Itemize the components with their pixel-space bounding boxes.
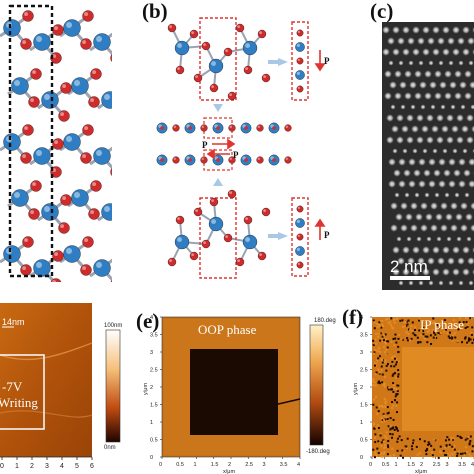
oop-x-tick: 0 xyxy=(159,462,162,468)
scale-bar-label: 2 nm xyxy=(390,257,428,276)
panel-label-b: (b) xyxy=(142,0,168,23)
panel-label-c: (c) xyxy=(370,0,394,23)
oop-y-tick: 3.5 xyxy=(150,333,158,339)
ip-y-tick: 1.5 xyxy=(360,403,368,409)
ip-y-tick: 1 xyxy=(360,420,363,426)
oop-x-tick: 1 xyxy=(194,462,197,468)
polarization-label-4: P xyxy=(233,150,239,160)
afm-x-tick: 2 xyxy=(30,463,34,470)
oop-title: OOP phase xyxy=(198,322,257,337)
ip-x-tick: 0 xyxy=(369,462,372,468)
afm-x-tick: 6 xyxy=(90,463,94,470)
oop-x-tick: 3.5 xyxy=(280,462,288,468)
oop-y-tick: 2.5 xyxy=(150,368,158,374)
polarization-label-2: P xyxy=(324,230,330,240)
thickness-annotation: 14nm xyxy=(2,317,25,327)
panel-d: 14nm -7V Writing 100nm 0nm 0 1 2 3 4 5 6 xyxy=(0,295,134,474)
afm-colorbar-max: 100nm xyxy=(104,323,122,329)
afm-x-tick: 1 xyxy=(15,463,19,470)
oop-y-tick: 3 xyxy=(150,350,153,356)
oop-x-tick: 1.5 xyxy=(211,462,219,468)
ip-y-tick: 3 xyxy=(360,350,363,356)
ip-y-tick: 2 xyxy=(360,385,363,391)
panel-a xyxy=(0,0,112,282)
oop-y-tick: 1 xyxy=(150,420,153,426)
panel-b-schematic: P P P P xyxy=(156,17,330,279)
phase-colorbar-min: -180.deg xyxy=(306,449,330,455)
writing-annotation: -7V Writing xyxy=(0,379,38,410)
stem-image: 2 nm xyxy=(381,22,474,290)
oop-x-tick: 0.5 xyxy=(176,462,184,468)
ip-x-tick: 4 xyxy=(471,462,474,468)
ip-x-tick: 2.5 xyxy=(433,462,441,468)
ip-y-tick: 3.5 xyxy=(360,333,368,339)
afm-colorbar-min: 0nm xyxy=(104,445,116,451)
scale-bar xyxy=(390,276,430,280)
polarization-label-1: P xyxy=(324,56,330,66)
polarization-label-3: P xyxy=(202,140,208,150)
oop-y-tick: 0 xyxy=(150,455,153,461)
ip-x-tick: 1.5 xyxy=(407,462,415,468)
oop-ylabel: y/μm xyxy=(143,383,149,395)
ip-y-tick: 2.5 xyxy=(360,368,368,374)
oop-x-tick: 3 xyxy=(263,462,266,468)
ip-xlabel: x/μm xyxy=(415,469,427,474)
ip-x-tick: 3 xyxy=(446,462,449,468)
afm-x-tick: 4 xyxy=(60,463,64,470)
ip-y-tick: 0 xyxy=(360,455,363,461)
panel-a-structure xyxy=(0,4,112,282)
oop-y-tick: 1.5 xyxy=(150,403,158,409)
panel-e: (e) OOP phase 0 0.5 1 1.5 2 2.5 3 3.5 4 0 0.5 1 1.5 2… xyxy=(134,295,338,474)
afm-colorbar xyxy=(105,329,121,443)
oop-xlabel: x/μm xyxy=(223,469,235,474)
panel-label-e: (e) xyxy=(136,309,160,333)
afm-topography: 14nm -7V Writing 100nm 0nm 0 1 2 3 4 5 6 xyxy=(0,303,122,470)
oop-x-tick: 2 xyxy=(228,462,231,468)
ip-y-tick: 4 xyxy=(360,315,363,321)
unit-cell-outline xyxy=(8,4,54,278)
afm-x-tick: 0 xyxy=(0,463,4,470)
oop-x-tick: 4 xyxy=(297,462,300,468)
afm-x-tick: 3 xyxy=(45,463,49,470)
phase-colorbar xyxy=(309,324,324,446)
ip-x-tick: 2 xyxy=(420,462,423,468)
ip-phase-map: IP phase 0 0.5 1 1.5 2 2.5 3 3.5 4 0 0.5 1 1.5 2 2.5 3 3… xyxy=(353,315,474,474)
oop-x-tick: 2.5 xyxy=(245,462,253,468)
ip-y-tick: 0.5 xyxy=(360,438,368,444)
oop-phase-map: OOP phase 0 0.5 1 1.5 2 2.5 3 3.5 4 0 0.5 1 1.5 2 2.5 3… xyxy=(143,315,336,474)
afm-x-tick: 5 xyxy=(75,463,79,470)
panel-label-f: (f) xyxy=(342,305,363,329)
panel-c: (c) 2 nm xyxy=(368,0,474,290)
panel-b: (b) xyxy=(112,0,368,285)
oop-y-tick: 0.5 xyxy=(150,438,158,444)
ip-x-tick: 1 xyxy=(395,462,398,468)
ip-ylabel: y/μm xyxy=(353,383,359,395)
panel-f: (f) IP phase 0 0.5 1 1.5 2 2.5 3 3.5 4 0 0.5 1 1.5 2 2… xyxy=(338,295,474,474)
ip-title: IP phase xyxy=(420,317,464,332)
ip-x-tick: 0.5 xyxy=(382,462,390,468)
ip-x-tick: 3.5 xyxy=(458,462,466,468)
oop-y-tick: 4 xyxy=(150,315,153,321)
oop-y-tick: 2 xyxy=(150,385,153,391)
phase-colorbar-max: 180.deg xyxy=(314,318,336,324)
